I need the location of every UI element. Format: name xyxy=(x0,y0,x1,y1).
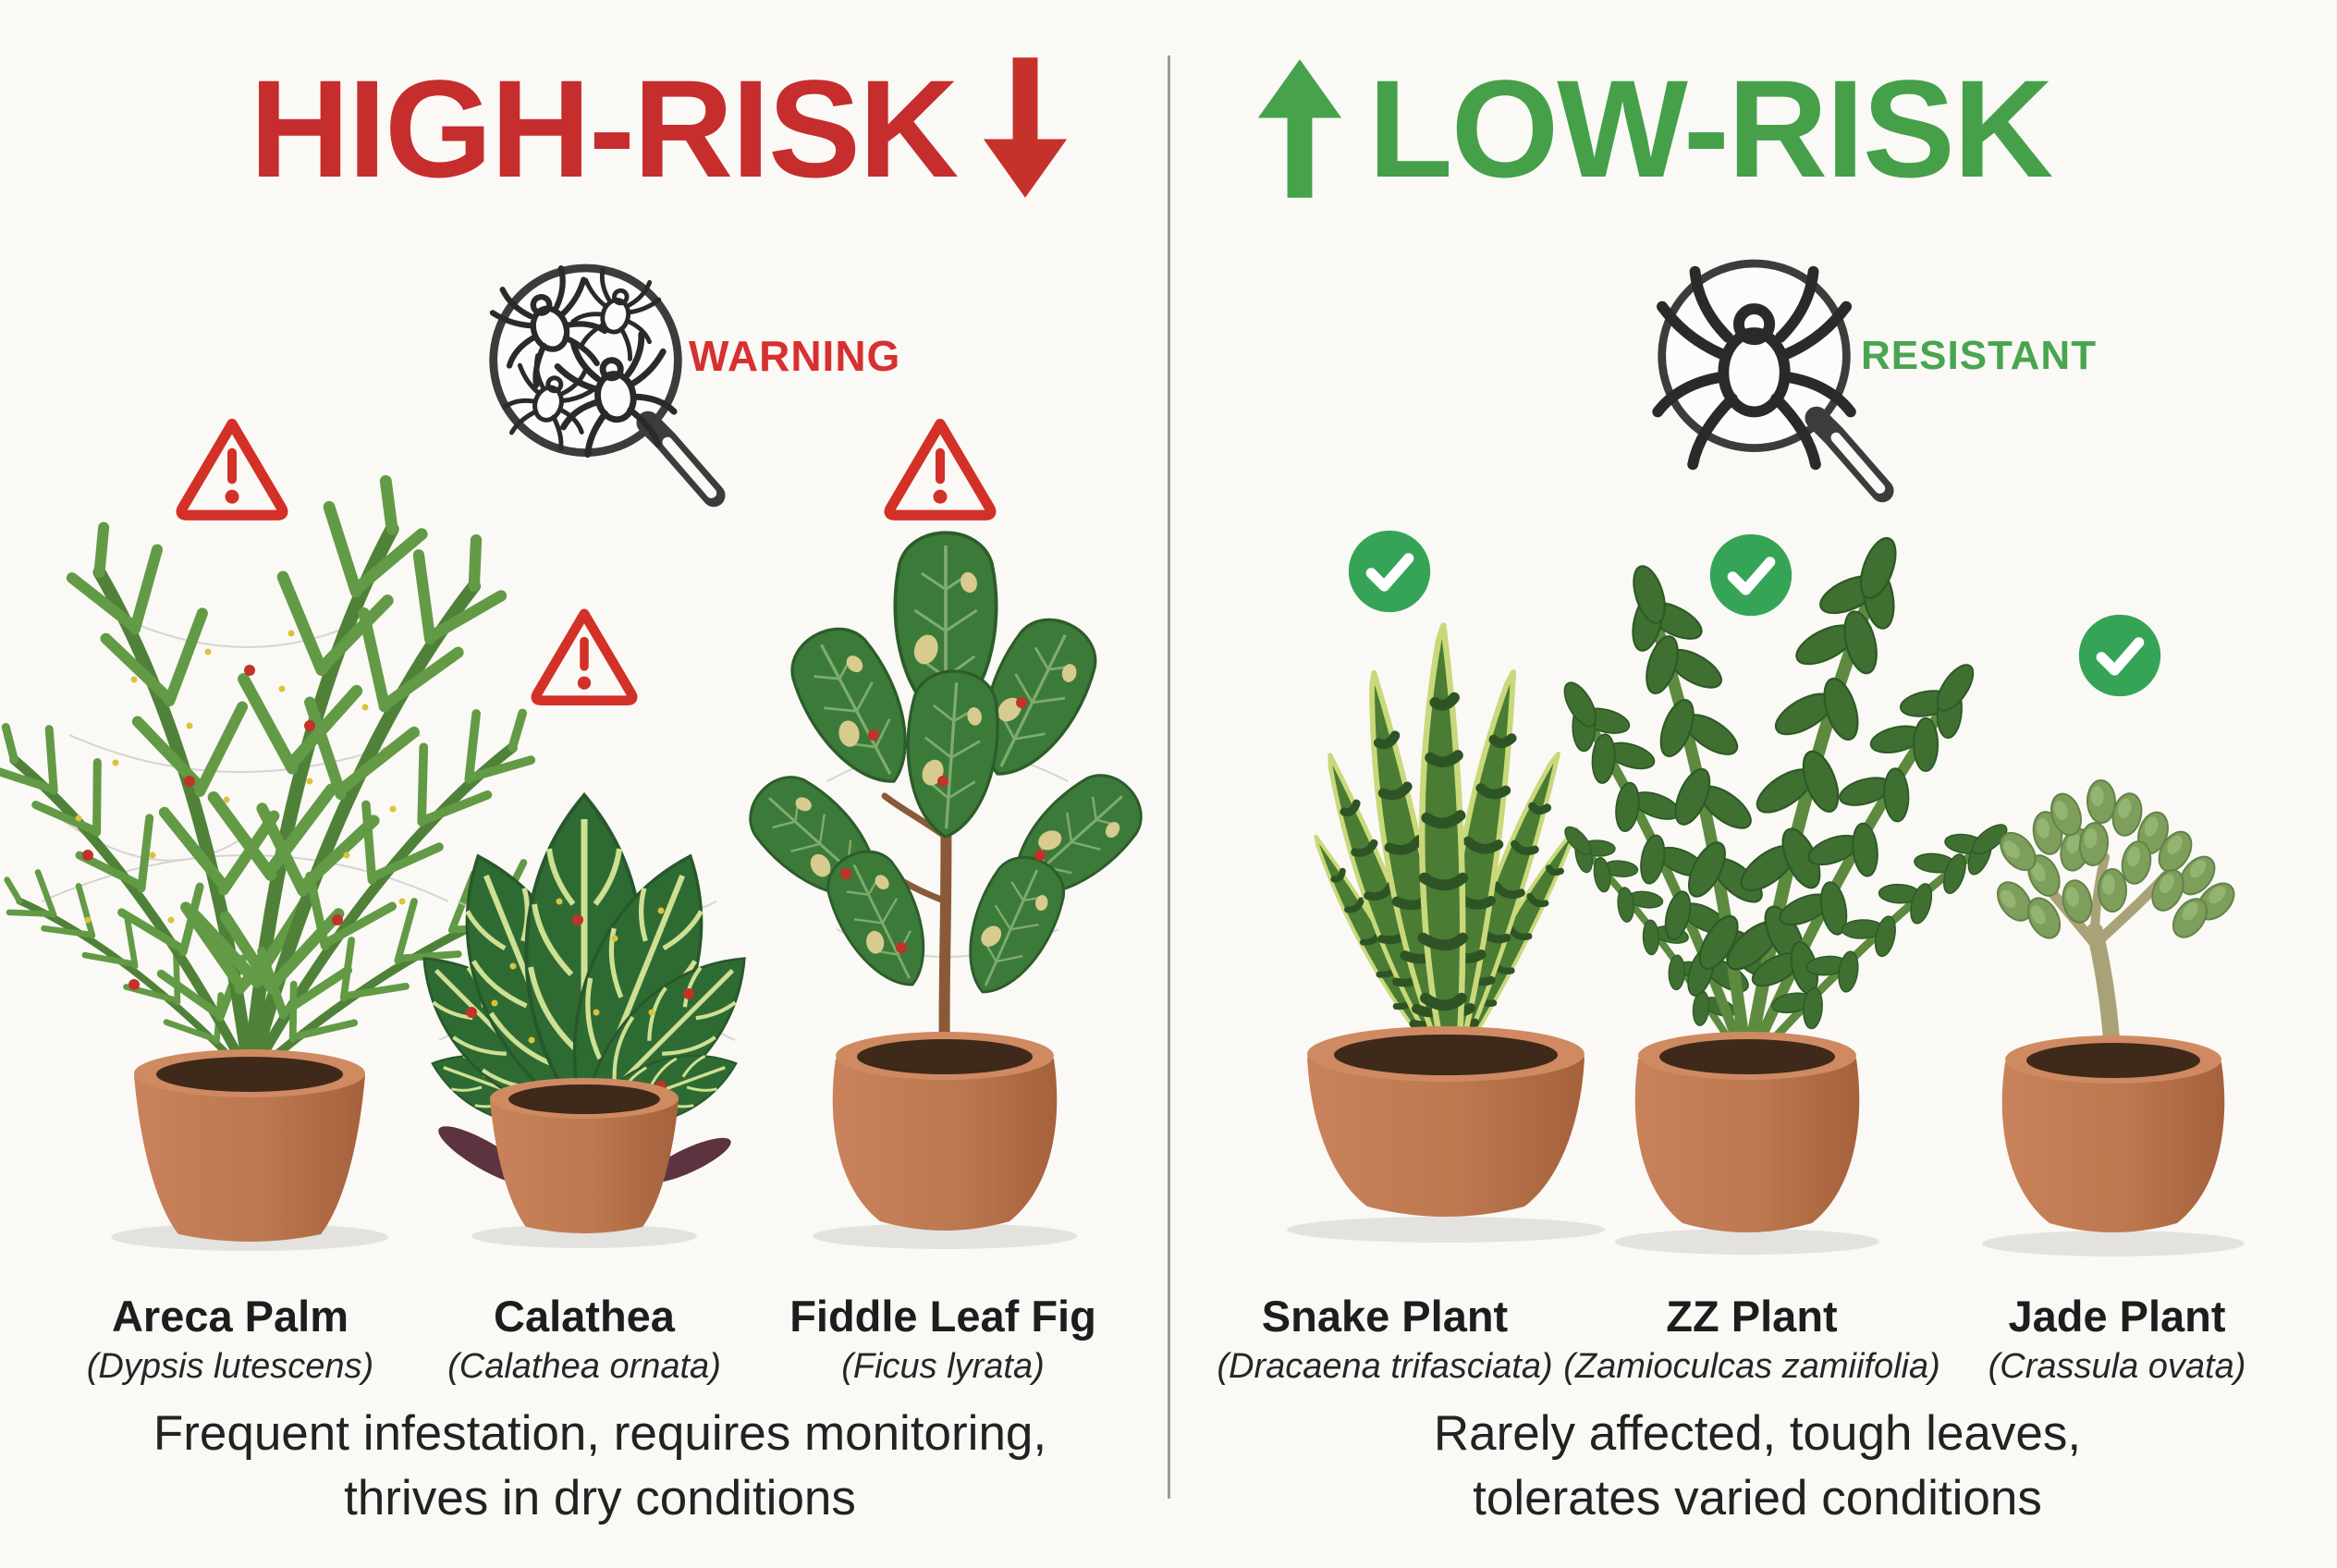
vertical-divider xyxy=(1168,55,1170,1499)
arrow-up-icon xyxy=(1257,59,1342,198)
plant-label-jade-plant: Jade Plant (Crassula ovata) xyxy=(1895,1292,2337,1386)
caption-line: tolerates varied conditions xyxy=(1473,1470,2042,1525)
terracotta-pot xyxy=(490,1078,679,1233)
caption-line: Frequent infestation, requires monitorin… xyxy=(153,1406,1047,1461)
terracotta-pot xyxy=(1634,1032,1860,1232)
pot-shadow xyxy=(471,1224,697,1248)
foliage xyxy=(1304,626,1586,1075)
foliage xyxy=(1552,521,2018,1105)
calathea-illustration xyxy=(384,735,786,1248)
areca-palm-illustration xyxy=(5,504,471,1251)
red-mites xyxy=(840,697,1046,953)
magnifier-mite-icon xyxy=(1645,246,1910,523)
plant-species: (Calathea ornata) xyxy=(447,1346,721,1386)
plant-species: (Zamioculcas zamiifolia) xyxy=(1563,1346,1940,1386)
zz-plant-illustration xyxy=(1604,550,2001,1255)
red-mites xyxy=(82,665,343,990)
terracotta-pot xyxy=(832,1032,1058,1231)
terracotta-pot xyxy=(134,1049,365,1242)
plant-name: Snake Plant xyxy=(1261,1292,1509,1341)
plant-name: ZZ Plant xyxy=(1666,1292,1838,1341)
plant-name: Calathea xyxy=(494,1292,675,1341)
plant-label-areca-palm: Areca Palm (Dypsis lutescens) xyxy=(8,1292,452,1386)
plant-label-fiddle-leaf-fig: Fiddle Leaf Fig (Ficus lyrata) xyxy=(721,1292,1165,1386)
foliage xyxy=(733,531,1158,1010)
high-risk-title: HIGH-RISK xyxy=(250,51,959,206)
low-risk-header: LOW-RISK xyxy=(1255,51,2053,206)
warning-label: WARNING xyxy=(689,332,901,380)
caption-line: thrives in dry conditions xyxy=(344,1470,856,1525)
mite-damage-speckles xyxy=(491,898,665,1044)
warning-triangle-icon xyxy=(527,603,642,708)
plant-label-calathea: Calathea (Calathea ornata) xyxy=(362,1292,806,1386)
plant-name: Fiddle Leaf Fig xyxy=(789,1292,1096,1341)
pot-shadow xyxy=(1982,1231,2245,1256)
plant-label-zz-plant: ZZ Plant (Zamioculcas zamiifolia) xyxy=(1530,1292,1974,1386)
plant-species: (Ficus lyrata) xyxy=(841,1346,1045,1386)
plant-name: Areca Palm xyxy=(111,1292,349,1341)
magnifier-mites-icon xyxy=(476,251,741,528)
plant-species: (Dypsis lutescens) xyxy=(86,1346,374,1386)
low-risk-title: LOW-RISK xyxy=(1368,51,2053,206)
terracotta-pot xyxy=(1307,1026,1585,1217)
caption-line: Rarely affected, tough leaves, xyxy=(1433,1406,2082,1461)
plant-label-snake-plant: Snake Plant (Dracaena trifasciata) xyxy=(1163,1292,1607,1386)
fiddle-leaf-fig-illustration xyxy=(733,531,1158,1249)
pot-shadow xyxy=(1287,1217,1605,1243)
plant-species: (Crassula ovata) xyxy=(1988,1346,2246,1386)
arrow-down-icon xyxy=(984,57,1068,198)
pot-shadow xyxy=(1615,1229,1879,1255)
high-risk-header: HIGH-RISK xyxy=(250,54,1070,203)
jade-plant-illustration xyxy=(1982,778,2245,1256)
pot-shadow xyxy=(813,1223,1077,1249)
plant-name: Jade Plant xyxy=(2008,1292,2226,1341)
plant-species: (Dracaena trifasciata) xyxy=(1217,1346,1553,1386)
mite-damage-speckles xyxy=(75,630,406,924)
high-risk-caption: Frequent infestation, requires monitorin… xyxy=(45,1402,1155,1531)
low-risk-caption: Rarely affected, tough leaves, tolerates… xyxy=(1230,1402,2284,1531)
foliage xyxy=(0,475,575,1144)
snake-plant-illustration xyxy=(1287,587,1605,1243)
terracotta-pot xyxy=(2001,1035,2225,1232)
resistant-label: RESISTANT xyxy=(1861,333,2098,378)
